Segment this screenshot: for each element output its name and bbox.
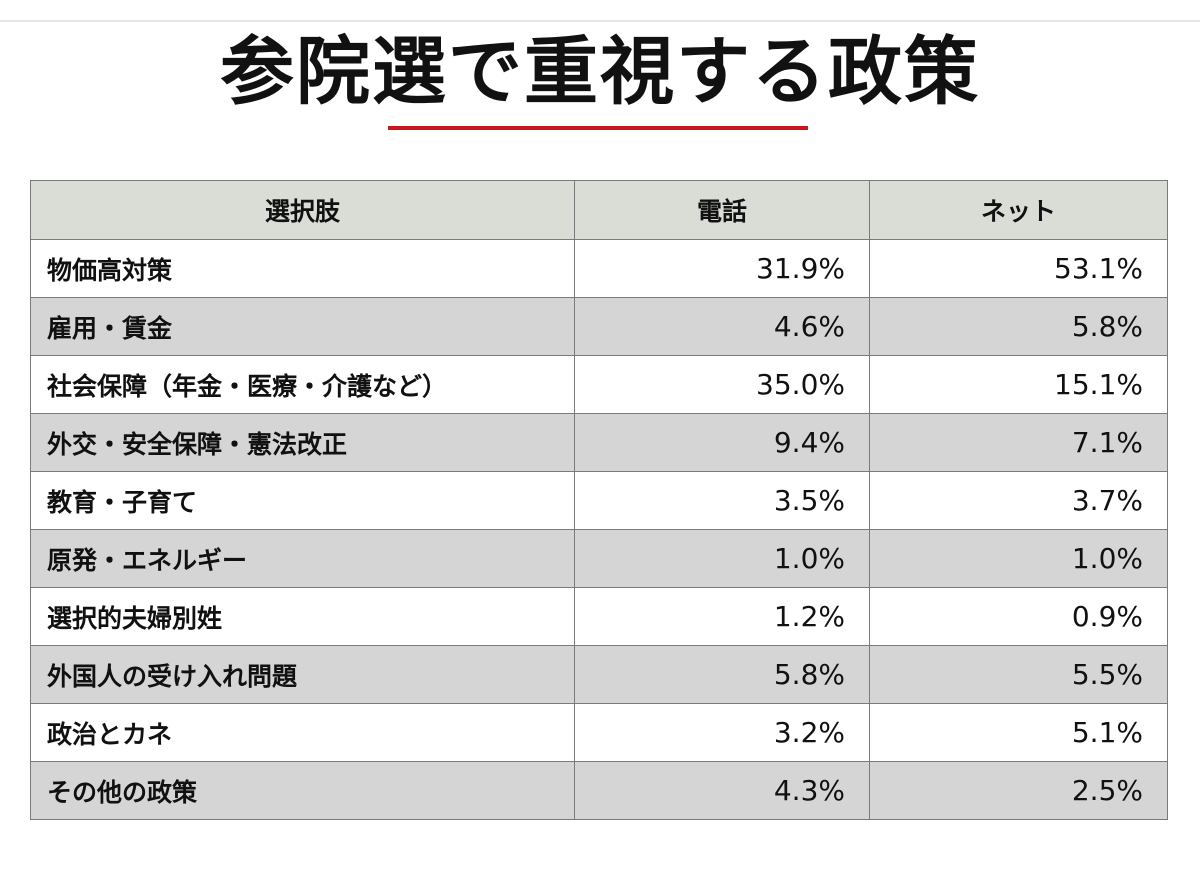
net-value: 0.9% xyxy=(869,587,1168,646)
table-row: 選択的夫婦別姓 1.2% 0.9% xyxy=(30,587,1168,646)
table-row: 雇用・賃金 4.6% 5.8% xyxy=(30,297,1168,356)
row-label: 雇用・賃金 xyxy=(30,297,575,356)
phone-value: 1.2% xyxy=(574,587,870,646)
header-row: 選択肢 電話 ネット xyxy=(30,180,1168,240)
table-row: 政治とカネ 3.2% 5.1% xyxy=(30,703,1168,762)
header-net: ネット xyxy=(869,180,1168,240)
row-label: 教育・子育て xyxy=(30,471,575,530)
table-row: 外国人の受け入れ問題 5.8% 5.5% xyxy=(30,645,1168,704)
table-row: その他の政策 4.3% 2.5% xyxy=(30,761,1168,820)
table-row: 社会保障（年金・医療・介護など） 35.0% 15.1% xyxy=(30,355,1168,414)
top-divider xyxy=(0,20,1200,22)
phone-value: 31.9% xyxy=(574,239,870,298)
phone-value: 5.8% xyxy=(574,645,870,704)
row-label: 外交・安全保障・憲法改正 xyxy=(30,413,575,472)
net-value: 5.8% xyxy=(869,297,1168,356)
phone-value: 1.0% xyxy=(574,529,870,588)
row-label: 外国人の受け入れ問題 xyxy=(30,645,575,704)
net-value: 3.7% xyxy=(869,471,1168,530)
header-phone: 電話 xyxy=(574,180,870,240)
phone-value: 3.5% xyxy=(574,471,870,530)
row-label: 物価高対策 xyxy=(30,239,575,298)
row-label: 政治とカネ xyxy=(30,703,575,762)
row-label: その他の政策 xyxy=(30,761,575,820)
table-row: 原発・エネルギー 1.0% 1.0% xyxy=(30,529,1168,588)
title-underline xyxy=(388,126,808,130)
phone-value: 4.6% xyxy=(574,297,870,356)
net-value: 15.1% xyxy=(869,355,1168,414)
table-row: 教育・子育て 3.5% 3.7% xyxy=(30,471,1168,530)
row-label: 原発・エネルギー xyxy=(30,529,575,588)
phone-value: 3.2% xyxy=(574,703,870,762)
net-value: 5.5% xyxy=(869,645,1168,704)
table-row: 物価高対策 31.9% 53.1% xyxy=(30,239,1168,298)
net-value: 5.1% xyxy=(869,703,1168,762)
row-label: 選択的夫婦別姓 xyxy=(30,587,575,646)
net-value: 7.1% xyxy=(869,413,1168,472)
phone-value: 9.4% xyxy=(574,413,870,472)
row-label: 社会保障（年金・医療・介護など） xyxy=(30,355,575,414)
net-value: 1.0% xyxy=(869,529,1168,588)
net-value: 53.1% xyxy=(869,239,1168,298)
net-value: 2.5% xyxy=(869,761,1168,820)
page-title: 参院選で重視する政策 xyxy=(220,29,980,115)
table-row: 外交・安全保障・憲法改正 9.4% 7.1% xyxy=(30,413,1168,472)
policy-table: 選択肢 電話 ネット 物価高対策 31.9% 53.1% 雇用・賃金 4.6% … xyxy=(30,180,1168,820)
header-choice: 選択肢 xyxy=(30,180,575,240)
phone-value: 35.0% xyxy=(574,355,870,414)
phone-value: 4.3% xyxy=(574,761,870,820)
